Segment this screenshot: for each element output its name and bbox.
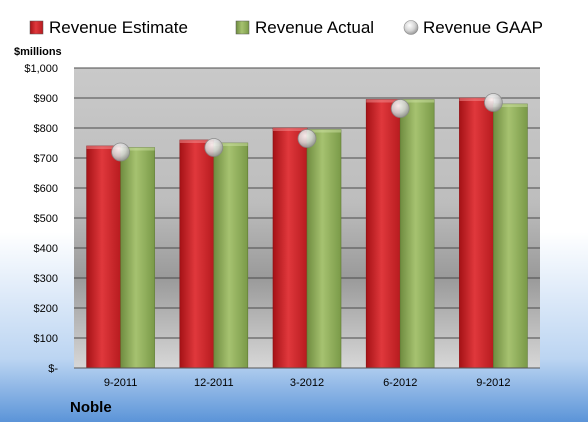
actual-bar: [213, 142, 249, 369]
actual-bar: [306, 129, 342, 369]
bar-highlight: [86, 146, 121, 149]
y-tick-label: $700: [34, 153, 58, 165]
bar-highlight: [400, 99, 435, 103]
y-tick-label: $300: [34, 273, 58, 285]
legend-label: Revenue Actual: [255, 18, 374, 37]
x-tick-label: 6-2012: [383, 377, 417, 389]
gaap-marker: [297, 129, 317, 148]
gaap-markers: [111, 93, 503, 162]
x-tick-label: 12-2011: [194, 377, 234, 389]
y-axis-label: $millions: [14, 46, 62, 58]
gaap-marker: [483, 93, 503, 112]
bar-highlight: [307, 129, 341, 133]
legend-item: Revenue Actual: [235, 18, 374, 37]
legend: Revenue Estimate Revenue Actual Revenue GA…: [29, 18, 543, 37]
y-tick-label: $900: [34, 93, 58, 105]
gaap-marker: [390, 99, 410, 118]
y-axis-ticks: $- $100 $200 $300 $400 $500 $600 $700 $800 $900 $1…: [24, 63, 58, 375]
estimate-bar: [272, 127, 308, 369]
legend-label: Revenue GAAP: [423, 18, 543, 37]
legend-swatch: [29, 20, 44, 35]
bar-highlight: [120, 147, 155, 151]
estimate-bar: [365, 99, 401, 369]
x-tick-label: 9-2011: [104, 377, 137, 389]
legend-item: Revenue GAAP: [403, 18, 543, 37]
estimate-bar: [459, 97, 494, 369]
y-tick-label: $600: [34, 183, 58, 195]
legend-label: Revenue Estimate: [49, 18, 188, 37]
company-name: Noble: [70, 399, 112, 416]
gaap-marker: [204, 138, 224, 157]
y-tick-label: $1,000: [24, 63, 58, 75]
bar-highlight: [459, 98, 494, 101]
actual-bar: [399, 99, 435, 369]
legend-item: Revenue Estimate: [29, 18, 188, 37]
legend-swatch: [235, 20, 250, 35]
y-tick-label: $800: [34, 123, 58, 135]
x-axis-ticks: 9-2011 12-2011 3-2012 6-2012 9-2012: [104, 377, 511, 389]
legend-swatch: [403, 20, 419, 35]
y-tick-label: $100: [34, 333, 58, 345]
x-tick-label: 9-2012: [476, 377, 510, 389]
actual-bar: [493, 103, 528, 369]
y-tick-label: $400: [34, 243, 58, 255]
estimate-bar: [179, 139, 215, 369]
y-tick-label: $500: [34, 213, 58, 225]
bar-highlight: [366, 99, 401, 103]
actual-bar: [120, 147, 155, 369]
gaap-marker: [111, 142, 130, 162]
x-tick-label: 3-2012: [290, 377, 324, 389]
bar-highlight: [493, 104, 528, 107]
bar-highlight: [213, 143, 248, 146]
estimate-bar: [86, 145, 121, 369]
bar-highlight: [273, 128, 307, 131]
y-tick-label: $-: [48, 363, 58, 375]
bar-highlight: [179, 140, 214, 143]
y-tick-label: $200: [34, 303, 58, 315]
